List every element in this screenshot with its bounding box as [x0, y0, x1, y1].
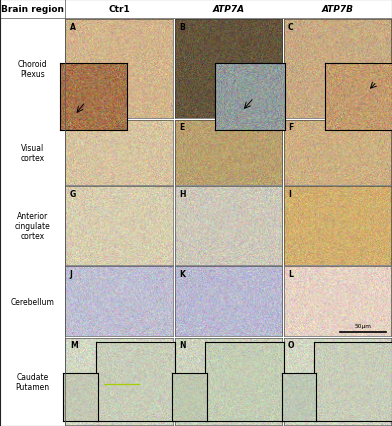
Text: E: E [179, 123, 184, 132]
Text: ATP7B: ATP7B [321, 5, 354, 14]
Text: Brain region: Brain region [1, 5, 64, 14]
Text: D: D [70, 123, 76, 132]
Text: Choroid
Plexus: Choroid Plexus [18, 60, 47, 79]
Text: B: B [179, 23, 185, 32]
Text: ATP7A: ATP7A [212, 5, 244, 14]
Text: H: H [179, 189, 185, 198]
Text: N: N [179, 340, 185, 349]
Text: Visual
cortex: Visual cortex [20, 143, 44, 163]
Text: Cerebellum: Cerebellum [11, 297, 54, 306]
Text: M: M [70, 340, 78, 349]
Text: Anterior
cingulate
cortex: Anterior cingulate cortex [15, 211, 50, 241]
Text: L: L [288, 269, 293, 278]
Text: G: G [70, 189, 76, 198]
Text: Caudate
Putamen: Caudate Putamen [15, 372, 49, 391]
Text: F: F [288, 123, 293, 132]
Text: 100μm: 100μm [351, 412, 372, 416]
Text: A: A [70, 23, 76, 32]
Text: J: J [70, 269, 73, 278]
Text: O: O [288, 340, 294, 349]
Text: K: K [179, 269, 185, 278]
Text: C: C [288, 23, 294, 32]
Text: I: I [288, 189, 291, 198]
Text: 50μm: 50μm [354, 323, 371, 328]
Text: Ctr1: Ctr1 [108, 5, 130, 14]
